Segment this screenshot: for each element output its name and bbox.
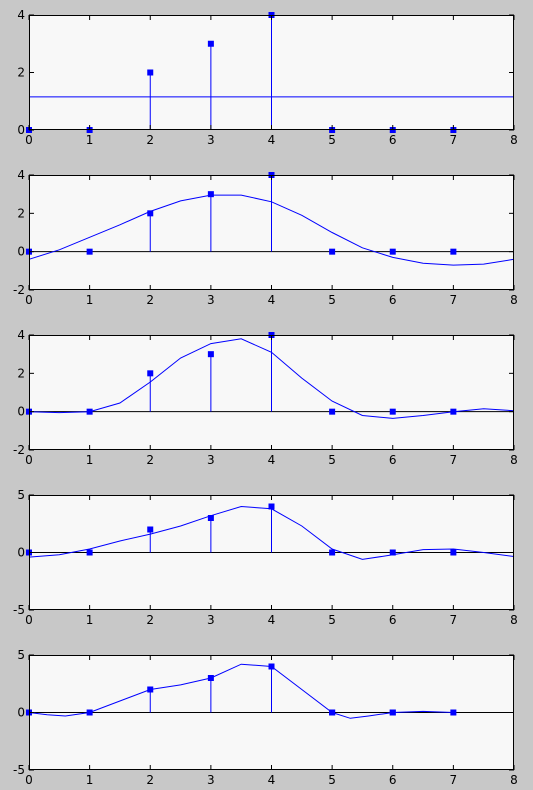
x-tick-label: 3: [207, 453, 215, 467]
x-tick-label: 5: [328, 613, 336, 627]
stem-marker: [268, 663, 275, 670]
stem-marker: [207, 191, 214, 198]
x-tick-label: 2: [146, 773, 154, 787]
x-tick-label: 6: [389, 293, 397, 307]
y-tick-label: 2: [17, 366, 25, 380]
stem-marker: [86, 709, 93, 716]
stem-marker: [207, 515, 214, 521]
stem-marker: [389, 248, 396, 255]
stem-marker: [450, 248, 457, 255]
subplot-1: 0 1 2 3 4 5 6 7 8 0 2 4: [17, 8, 517, 147]
stem-marker: [207, 40, 214, 47]
stem-marker: [329, 408, 336, 415]
x-tick-label: 4: [268, 293, 276, 307]
x-tick-label: 1: [86, 453, 94, 467]
y-tick-label: 4: [17, 168, 25, 182]
x-tick-label: 4: [268, 613, 276, 627]
stem-marker: [268, 503, 275, 510]
x-tick-label: 3: [207, 613, 215, 627]
x-tick-label: 3: [207, 133, 215, 147]
subplot-4: 0 1 2 3 4 5 6 7 8-505: [13, 488, 518, 627]
x-tick-label: 0: [25, 133, 33, 147]
stem-marker: [147, 686, 154, 693]
x-tick-label: 6: [389, 613, 397, 627]
x-tick-label: 1: [86, 133, 94, 147]
y-tick-label: 0: [17, 546, 25, 560]
stem-marker: [389, 549, 396, 556]
y-tick-label: 0: [17, 245, 25, 259]
stem-marker: [329, 549, 336, 556]
y-tick-label: 5: [17, 648, 25, 662]
x-tick-label: 0: [25, 773, 33, 787]
x-tick-label: 5: [328, 773, 336, 787]
stem-marker: [329, 248, 336, 255]
x-tick-label: 8: [510, 133, 518, 147]
subplot-5: 0 1 2 3 4 5 6 7 8-505: [13, 648, 518, 787]
y-tick-label: 0: [17, 123, 25, 137]
stem-marker: [207, 351, 214, 358]
x-tick-label: 0: [25, 613, 33, 627]
y-tick-label: 0: [17, 405, 25, 419]
stem-marker: [147, 526, 154, 533]
x-tick-label: 7: [450, 773, 458, 787]
stem-marker: [207, 675, 214, 681]
x-tick-label: 8: [510, 453, 518, 467]
x-tick-label: 7: [450, 133, 458, 147]
data-point: [329, 709, 336, 716]
x-tick-label: 5: [328, 453, 336, 467]
x-tick-label: 4: [268, 453, 276, 467]
fit-curve: [28, 663, 454, 719]
x-tick-label: 2: [146, 453, 154, 467]
y-tick-label: 4: [17, 328, 25, 342]
stem-marker: [450, 549, 457, 556]
x-tick-label: 1: [86, 773, 94, 787]
stem-marker: [147, 370, 154, 377]
x-tick-label: 7: [450, 453, 458, 467]
x-tick-label: 8: [510, 773, 518, 787]
x-tick-label: 2: [146, 613, 154, 627]
x-tick-label: 5: [328, 133, 336, 147]
x-tick-label: 6: [389, 133, 397, 147]
y-tick-label: 0: [17, 706, 25, 720]
stem-marker: [147, 210, 154, 217]
x-tick-label: 2: [146, 293, 154, 307]
x-tick-label: 4: [268, 773, 276, 787]
data-point: [389, 709, 396, 716]
x-tick-label: 6: [389, 453, 397, 467]
stem-marker: [86, 408, 93, 415]
y-tick-label: -5: [13, 603, 25, 617]
x-tick-label: 1: [86, 293, 94, 307]
stem-marker: [389, 408, 396, 415]
stem-marker: [86, 248, 93, 255]
y-tick-label: 4: [17, 8, 25, 22]
x-tick-label: 7: [450, 613, 458, 627]
stem-marker: [450, 709, 457, 716]
y-tick-label: 2: [17, 206, 25, 220]
y-tick-label: -2: [13, 443, 25, 457]
x-tick-label: 7: [450, 293, 458, 307]
y-tick-label: 2: [17, 66, 25, 80]
stem-marker: [450, 408, 457, 415]
y-tick-label: -2: [13, 283, 25, 297]
x-tick-label: 8: [510, 613, 518, 627]
y-tick-label: -5: [13, 763, 25, 777]
x-tick-label: 0: [25, 453, 33, 467]
x-tick-label: 0: [25, 293, 33, 307]
x-tick-label: 2: [146, 133, 154, 147]
x-tick-label: 3: [207, 293, 215, 307]
x-tick-label: 4: [268, 133, 276, 147]
x-tick-label: 6: [389, 773, 397, 787]
x-tick-label: 1: [86, 613, 94, 627]
stem-marker: [86, 549, 93, 556]
x-tick-label: 5: [328, 293, 336, 307]
x-tick-label: 3: [207, 773, 215, 787]
x-tick-label: 8: [510, 293, 518, 307]
stem-marker: [147, 69, 154, 76]
y-tick-label: 5: [17, 488, 25, 502]
